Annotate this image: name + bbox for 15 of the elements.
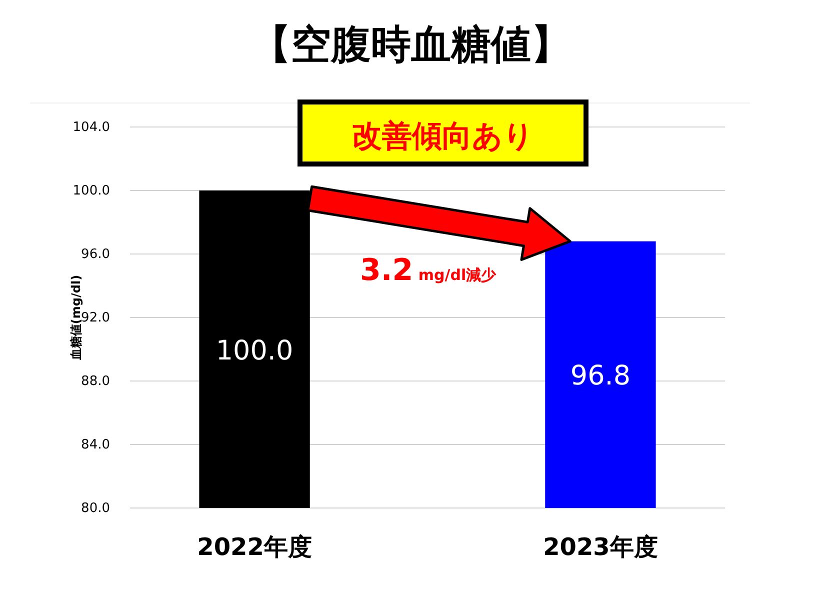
y-tick-label: 80.0	[81, 501, 110, 516]
x-tick-label: 2022年度	[197, 533, 312, 562]
y-tick-label: 88.0	[81, 374, 110, 390]
y-axis-title: 血糖値(mg/dl)	[69, 274, 83, 362]
y-tick-label: 96.0	[81, 247, 110, 262]
data-label: 100.0	[216, 335, 294, 366]
annotation: 改善傾向あり	[352, 119, 534, 154]
y-tick-label: 92.0	[81, 310, 110, 326]
y-tick-label: 104.0	[72, 120, 110, 136]
x-tick-label: 2023年度	[543, 533, 658, 562]
data-label: 96.8	[570, 360, 631, 392]
chart-title: 【空腹時血糖値】	[251, 22, 571, 68]
y-tick-label: 100.0	[72, 184, 110, 199]
annotation: 3.2 mg/dl減少	[360, 253, 498, 288]
y-tick-label: 84.0	[81, 438, 110, 453]
